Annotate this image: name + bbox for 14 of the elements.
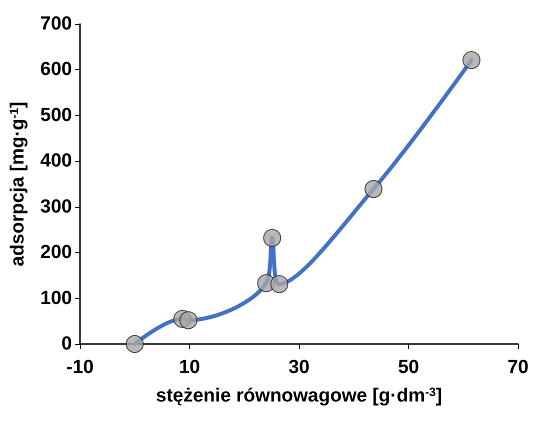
y-axis-title: adsorpcja [mg·g-1] [7,102,28,266]
y-tick-label: 600 [40,59,72,80]
y-tick-label: 200 [40,242,72,264]
y-tick-label: 400 [40,150,72,172]
x-tick-label: 70 [507,357,529,378]
y-tick-label: 100 [40,288,72,309]
y-tick-label: 300 [40,196,72,218]
x-tick-label: 10 [178,357,200,378]
x-tick-label: -10 [66,357,94,378]
y-tick-label: 0 [61,334,72,354]
x-tick-label: 30 [288,357,310,378]
y-tick-label: 700 [40,14,72,34]
y-tick-label: 500 [40,104,72,126]
x-tick-label: 50 [398,357,420,378]
